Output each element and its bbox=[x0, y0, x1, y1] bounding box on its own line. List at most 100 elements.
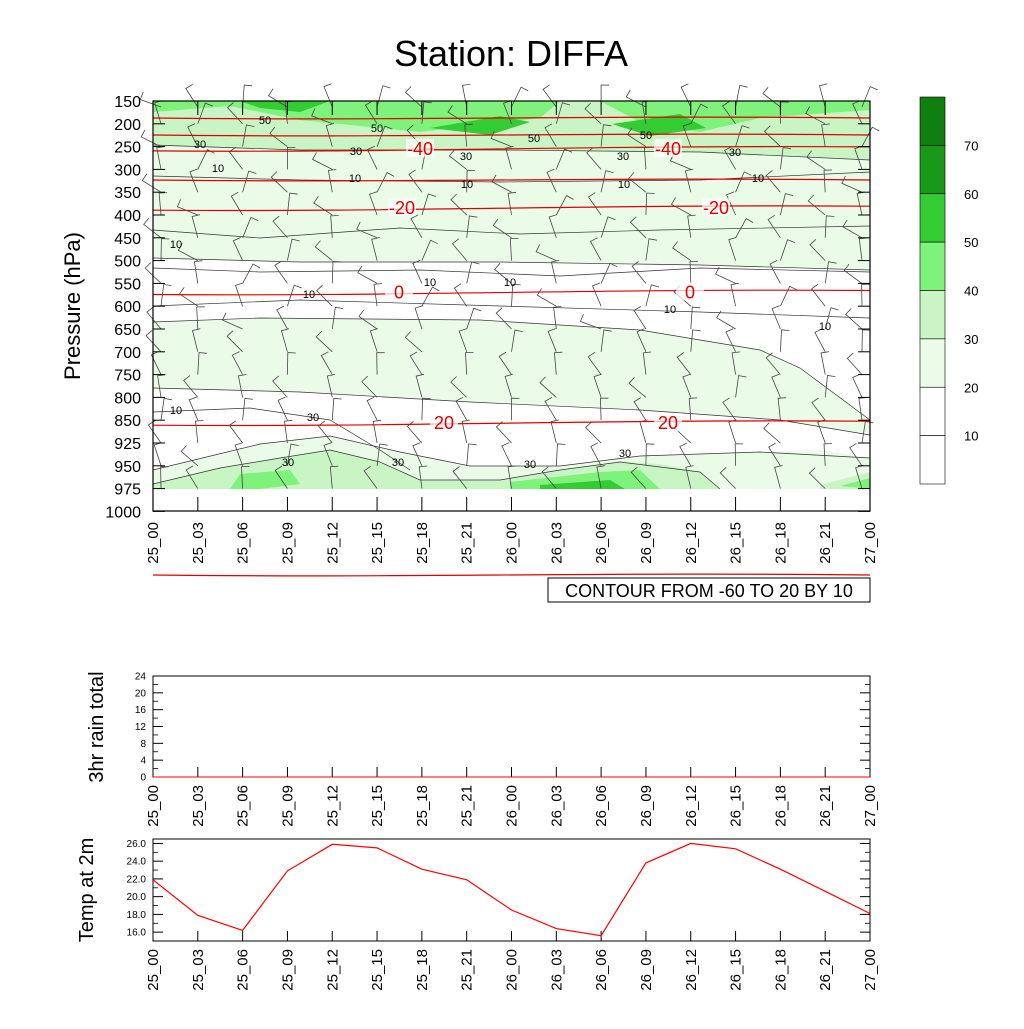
wind-barb bbox=[366, 145, 378, 170]
wind-barb bbox=[361, 375, 378, 398]
wind-barb bbox=[719, 467, 736, 489]
wind-barb bbox=[504, 373, 513, 398]
pressure-axis: 1502002503003504004505005506006507007508… bbox=[105, 94, 870, 521]
wind-barb bbox=[242, 216, 259, 238]
wind-barb bbox=[685, 465, 694, 489]
x-tick-label: 26_00 bbox=[504, 785, 521, 827]
temperature-contour--20 bbox=[152, 205, 871, 212]
wind-barb bbox=[464, 123, 473, 147]
x-tick-label: 26_06 bbox=[593, 949, 610, 991]
x-tick-label: 25_21 bbox=[459, 949, 476, 991]
chart-title: Station: DIFFA bbox=[394, 33, 628, 74]
wind-barb bbox=[861, 126, 880, 147]
wind-barb bbox=[679, 442, 692, 466]
wind-barb bbox=[600, 84, 610, 107]
wind-barb bbox=[599, 397, 609, 421]
x-tick-label: 26_03 bbox=[548, 785, 565, 827]
wind-barb bbox=[450, 376, 467, 398]
wind-barb bbox=[317, 420, 333, 444]
contour-info-text: CONTOUR FROM -60 TO 20 BY 10 bbox=[565, 581, 853, 601]
shading-region-12 bbox=[510, 470, 660, 489]
wind-barb bbox=[188, 396, 199, 421]
wind-barb bbox=[331, 260, 342, 284]
wind-barb bbox=[585, 421, 602, 444]
speed-contour-label: 50 bbox=[371, 123, 383, 135]
speed-contour-line-5 bbox=[152, 387, 871, 436]
temp-contour-label-20: 20 bbox=[658, 413, 678, 433]
temp-contour-label--20: -20 bbox=[389, 198, 415, 218]
wind-barb bbox=[323, 83, 333, 108]
wind-barb bbox=[728, 237, 737, 261]
wind-barb bbox=[501, 442, 512, 466]
wind-barb bbox=[404, 331, 423, 353]
x-tick-label: 26_21 bbox=[817, 949, 834, 991]
wind-barb bbox=[287, 192, 298, 216]
colorbar-cell bbox=[919, 241, 946, 291]
wind-barb bbox=[453, 283, 468, 307]
wind-barb bbox=[688, 397, 698, 421]
temp-contour-label-20: 20 bbox=[434, 413, 454, 433]
x-tick-label: 25_15 bbox=[369, 949, 386, 991]
wind-barb bbox=[852, 100, 863, 124]
rain-axis-label: 3hr rain total bbox=[86, 671, 108, 782]
wind-barb bbox=[716, 310, 736, 330]
wind-barb bbox=[494, 263, 512, 284]
wind-barb bbox=[511, 329, 523, 352]
wind-barb bbox=[505, 145, 514, 170]
wind-barb bbox=[329, 465, 339, 489]
y-tick-label: 24.0 bbox=[127, 857, 147, 868]
wind-barb bbox=[690, 306, 701, 330]
wind-barb bbox=[357, 265, 378, 284]
y-tick-label: 4 bbox=[140, 756, 146, 767]
speed-contour-line-1 bbox=[152, 257, 871, 271]
pressure-tick-label: 800 bbox=[114, 390, 141, 407]
speed-contour-label: 30 bbox=[282, 457, 294, 469]
colorbar-cell bbox=[919, 338, 946, 388]
wind-barb bbox=[811, 397, 826, 421]
x-tick-label: 26_15 bbox=[728, 949, 745, 991]
speed-contour-label: 30 bbox=[524, 459, 536, 471]
wind-barb bbox=[763, 125, 781, 147]
shading-region-5 bbox=[430, 116, 530, 135]
wind-barb bbox=[421, 397, 431, 421]
wind-barb bbox=[313, 196, 333, 216]
wind-barb bbox=[586, 147, 602, 170]
wind-barb bbox=[280, 328, 290, 352]
wind-barb bbox=[636, 328, 647, 352]
x-tick-label: 27_00 bbox=[862, 785, 879, 827]
wind-barb bbox=[185, 465, 199, 489]
temperature-contour-extra-3 bbox=[152, 573, 871, 577]
wind-barb bbox=[548, 214, 557, 238]
wind-barb bbox=[539, 376, 557, 398]
temp-label-bg bbox=[385, 282, 413, 301]
wind-barb bbox=[536, 288, 557, 307]
time-axis-top: 25_00 25_03 25_06 25_09 25_12 25_15 25_18 25_21… bbox=[145, 101, 879, 564]
shading-region-14 bbox=[540, 480, 625, 489]
wind-barb bbox=[458, 328, 468, 352]
wind-barb bbox=[311, 108, 333, 125]
wind-barb bbox=[625, 89, 647, 108]
x-tick-label: 25_06 bbox=[235, 949, 252, 991]
wind-barb bbox=[546, 168, 557, 193]
wind-barb bbox=[600, 216, 616, 238]
wind-barb bbox=[180, 445, 199, 467]
temp-contour-label--40: -40 bbox=[407, 139, 433, 159]
x-tick-label: 25_18 bbox=[414, 949, 431, 991]
wind-barb bbox=[596, 465, 605, 489]
wind-barb bbox=[689, 261, 698, 284]
y-tick-label: 24 bbox=[135, 672, 147, 683]
wind-barb bbox=[287, 284, 302, 307]
speed-contour-line-2 bbox=[152, 171, 871, 183]
wind-barb bbox=[414, 305, 423, 330]
time-tick-label: 25_09 bbox=[279, 522, 296, 564]
wind-barb bbox=[191, 214, 200, 238]
x-tick-label: 25_12 bbox=[324, 785, 341, 827]
wind-barb bbox=[734, 443, 744, 466]
wind-barb bbox=[320, 351, 333, 375]
time-tick-label: 26_03 bbox=[548, 522, 565, 564]
wind-barb bbox=[176, 199, 198, 216]
wind-barb bbox=[805, 106, 826, 125]
colorbar-label: 30 bbox=[964, 332, 978, 347]
wind-barb bbox=[846, 352, 863, 375]
